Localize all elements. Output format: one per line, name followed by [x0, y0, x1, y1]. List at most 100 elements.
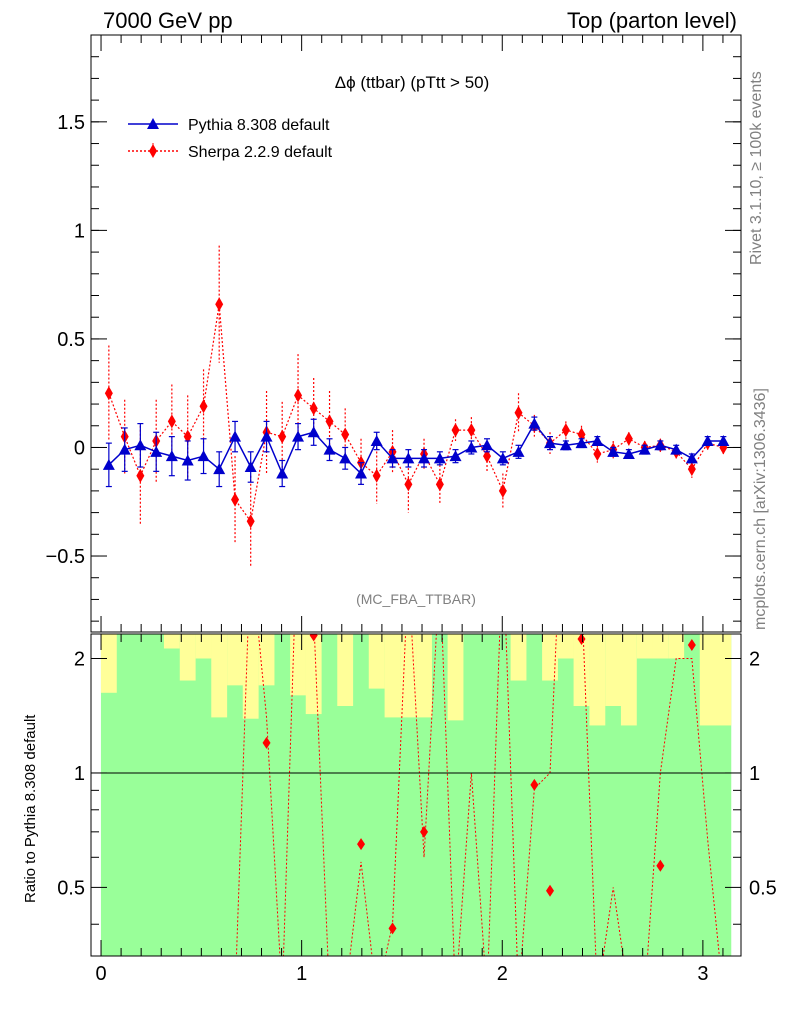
pythia-point	[260, 430, 273, 442]
plot-title: Δϕ (ttbar) (pTtt > 50)	[335, 73, 490, 92]
ratio-band-yellow	[163, 634, 180, 649]
pythia-point	[528, 417, 541, 429]
sherpa-point	[199, 399, 208, 414]
sherpa-point	[687, 462, 696, 477]
sherpa-point	[498, 483, 507, 498]
sherpa-ratio-point	[687, 639, 696, 652]
ratio-ytick-label: 2	[74, 649, 85, 671]
ratio-band-yellow	[242, 634, 259, 719]
pythia-point	[197, 450, 210, 462]
ratio-band-yellow	[636, 634, 653, 659]
pythia-point	[433, 452, 446, 464]
pythia-point	[607, 445, 620, 457]
sherpa-point	[593, 446, 602, 461]
ratio-band-yellow	[195, 634, 212, 659]
header-left: 7000 GeV pp	[103, 8, 233, 33]
sherpa-point	[341, 427, 350, 442]
pythia-point	[150, 445, 163, 457]
ratio-band-yellow	[447, 634, 464, 721]
sherpa-ratio-point	[530, 778, 539, 791]
ratio-xtick-label: 2	[497, 963, 508, 985]
pythia-point	[717, 434, 730, 446]
ratio-bands	[100, 634, 732, 956]
ratio-band-yellow	[227, 634, 243, 686]
pythia-point	[244, 461, 257, 473]
sherpa-point	[561, 423, 570, 438]
sherpa-point	[278, 429, 287, 444]
pythia-point	[670, 443, 683, 455]
main-panel: −0.5 0 0.5 1 1.5 Δϕ (ttbar) (pTtt > 50) (MC_…	[46, 34, 742, 633]
ratio-frame	[90, 633, 742, 957]
pythia-point	[544, 437, 557, 449]
pythia-point	[118, 443, 131, 455]
main-ytick-label: 0	[74, 437, 85, 459]
sherpa-point	[167, 414, 176, 429]
ratio-xtick-label: 0	[95, 963, 106, 985]
pythia-point	[481, 439, 494, 451]
ratio-band-yellow	[258, 634, 275, 686]
pythia-point	[370, 434, 383, 446]
legend-triangle-marker	[147, 118, 159, 129]
sherpa-ratio-point	[357, 838, 366, 851]
ratio-band-yellow	[652, 634, 669, 659]
pythia-point	[654, 439, 667, 451]
pythia-point	[355, 467, 368, 479]
pythia-point	[638, 443, 651, 455]
pythia-point	[386, 452, 399, 464]
ratio-ylabel: Ratio to Pythia 8.308 default	[22, 714, 39, 903]
pythia-point	[496, 452, 509, 464]
sherpa-ratio-point	[656, 859, 665, 872]
sherpa-ratio-point	[546, 884, 555, 897]
pythia-point	[229, 430, 242, 442]
main-ticks: −0.5 0 0.5 1 1.5	[46, 35, 741, 632]
pythia-point	[701, 434, 714, 446]
pythia-point	[213, 463, 226, 475]
legend-diamond-marker	[149, 144, 157, 158]
analysis-annotation: (MC_FBA_TTBAR)	[356, 591, 476, 607]
pythia-point	[418, 452, 431, 464]
ratio-band-yellow	[557, 634, 574, 659]
pythia-point	[323, 443, 336, 455]
sherpa-point	[309, 401, 318, 416]
sherpa-point	[577, 427, 586, 442]
ratio-band-yellow	[620, 634, 637, 726]
pythia-point	[559, 439, 572, 451]
sherpa-point	[372, 468, 381, 483]
ratio-band-yellow	[337, 634, 354, 707]
ratio-band-yellow	[368, 634, 385, 689]
sherpa-point	[514, 405, 523, 420]
ratio-ytick-label-right: 0.5	[749, 877, 777, 899]
ratio-band-yellow	[699, 634, 716, 726]
sherpa-point	[183, 429, 192, 444]
main-ytick-label: 1	[74, 220, 85, 242]
sherpa-point	[136, 468, 145, 483]
pythia-point	[276, 467, 289, 479]
sherpa-point	[467, 423, 476, 438]
ratio-band-yellow	[305, 634, 322, 715]
ratio-band-yellow	[668, 634, 685, 659]
legend-label-sherpa: Sherpa 2.2.9 default	[188, 144, 333, 161]
ratio-ticks: 0.5 0.5 1 1 2 2 0 1 2 3	[57, 634, 777, 985]
ratio-band-yellow	[100, 634, 117, 693]
pythia-point	[622, 447, 635, 459]
pythia-point	[402, 452, 415, 464]
sherpa-ratio-point	[388, 922, 397, 935]
rivet-label: Rivet 3.1.10, ≥ 100k events	[748, 71, 765, 265]
header-right: Top (parton level)	[567, 8, 737, 33]
ratio-ytick-label-right: 2	[749, 649, 760, 671]
legend-label-pythia: Pythia 8.308 default	[188, 117, 330, 134]
sherpa-line	[108, 304, 724, 523]
sherpa-point	[215, 297, 224, 312]
sherpa-point	[483, 449, 492, 464]
pythia-point	[307, 426, 320, 438]
ratio-xtick-label: 1	[296, 963, 307, 985]
sherpa-point	[294, 388, 303, 403]
pythia-point	[292, 430, 305, 442]
pythia-point	[339, 452, 352, 464]
ratio-band-yellow	[715, 634, 732, 726]
ratio-band-yellow	[589, 634, 606, 726]
sherpa-point	[435, 477, 444, 492]
ratio-xtick-label: 3	[697, 963, 708, 985]
ratio-band-yellow	[573, 634, 590, 707]
